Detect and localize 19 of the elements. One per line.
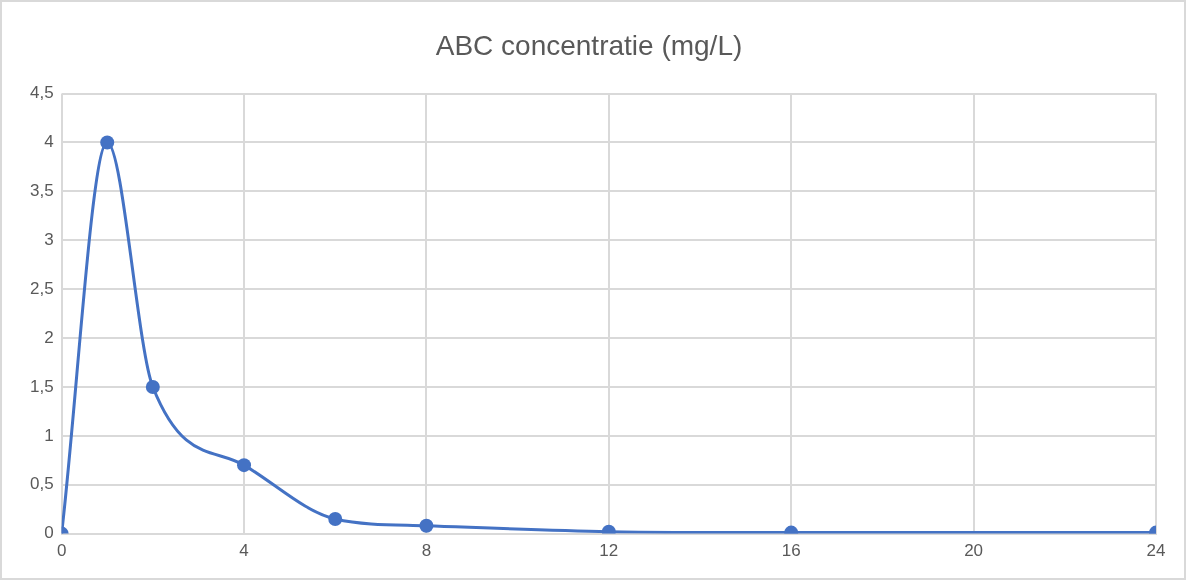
x-tick-label: 8 [421,541,432,561]
y-tick-label: 2 [44,327,54,347]
y-tick-label: 0 [44,523,54,543]
x-tick-label: 16 [781,541,801,561]
y-tick-label: 1,5 [29,376,54,396]
point [145,379,160,394]
y-tick-label: 1 [44,425,54,445]
y-tick-label: 4,5 [29,83,54,103]
x-tick-label: 12 [599,541,619,561]
y-tick-label: 4 [44,132,54,152]
y-tick-label: 0,5 [29,474,54,494]
x-tick-label: 20 [964,541,984,561]
x-tick-label: 4 [239,541,249,561]
y-tick-label: 3,5 [29,181,54,201]
point [100,135,115,150]
y-tick-label: 3 [44,229,54,249]
chart-title: ABC concentratie (mg/L) [435,29,743,61]
x-tick-label: 24 [1146,541,1166,561]
y-tick-label: 2,5 [29,278,54,298]
